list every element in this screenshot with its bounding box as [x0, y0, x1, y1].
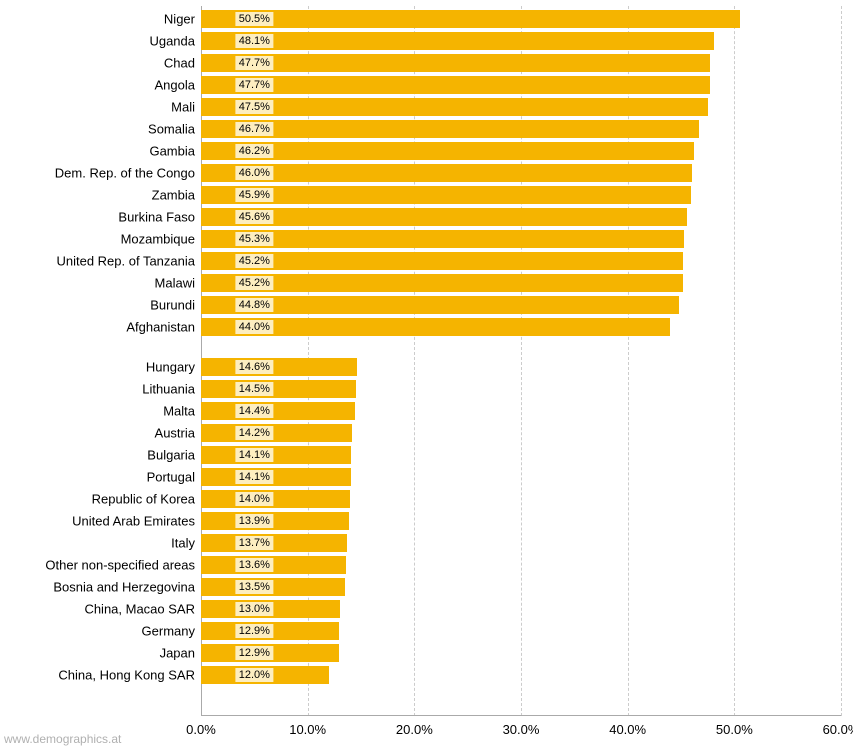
bar [201, 578, 345, 596]
bar [201, 468, 351, 486]
bar [201, 446, 351, 464]
y-axis-label: Dem. Rep. of the Congo [55, 166, 195, 181]
y-axis-label: Mozambique [121, 232, 195, 247]
x-axis-tick: 0.0% [186, 722, 216, 737]
bar-value-label: 45.9% [236, 188, 273, 202]
x-axis-tick: 20.0% [396, 722, 433, 737]
bar [201, 54, 710, 72]
bar-value-label: 13.7% [236, 536, 273, 550]
y-axis-label: Austria [155, 426, 195, 441]
y-axis-label: Zambia [152, 188, 195, 203]
bar [201, 512, 349, 530]
y-axis-label: Other non-specified areas [45, 558, 195, 573]
x-axis-tick: 30.0% [503, 722, 540, 737]
bar [201, 556, 346, 574]
bar-value-label: 13.9% [236, 514, 273, 528]
bar-value-label: 50.5% [236, 12, 273, 26]
bar [201, 98, 708, 116]
gridline [734, 6, 735, 716]
y-axis-label: Republic of Korea [92, 492, 195, 507]
y-axis-label: China, Macao SAR [84, 602, 195, 617]
bar [201, 32, 714, 50]
bar-value-label: 48.1% [236, 34, 273, 48]
y-axis-label: Chad [164, 56, 195, 71]
bar [201, 490, 350, 508]
y-axis-label: Germany [142, 624, 195, 639]
y-axis-label: Malta [163, 404, 195, 419]
y-axis-label: Niger [164, 12, 195, 27]
bar-value-label: 45.3% [236, 232, 273, 246]
bar-value-label: 14.6% [236, 360, 273, 374]
bar-value-label: 46.2% [236, 144, 273, 158]
bar-value-label: 46.0% [236, 166, 273, 180]
bar-value-label: 14.2% [236, 426, 273, 440]
y-axis-label: Bulgaria [147, 448, 195, 463]
chart-container: 0.0% 10.0% 20.0% 30.0% 40.0% 50.0% 60.0% Niger 5… [0, 0, 853, 750]
bar-value-label: 45.2% [236, 276, 273, 290]
x-axis-tick: 60.0% [823, 722, 853, 737]
bar [201, 402, 355, 420]
gridline [841, 6, 842, 716]
bar [201, 186, 691, 204]
bar-value-label: 46.7% [236, 122, 273, 136]
bar [201, 120, 699, 138]
y-axis-label: Uganda [149, 34, 195, 49]
bar [201, 142, 694, 160]
bar-value-label: 47.7% [236, 78, 273, 92]
bar [201, 10, 740, 28]
bar-value-label: 14.0% [236, 492, 273, 506]
source-label: www.demographics.at [4, 732, 121, 746]
x-axis-tick: 50.0% [716, 722, 753, 737]
y-axis-label: United Arab Emirates [72, 514, 195, 529]
bar [201, 164, 692, 182]
x-axis-line [201, 715, 841, 716]
bar [201, 252, 683, 270]
bar-value-label: 13.6% [236, 558, 273, 572]
y-axis-label: Bosnia and Herzegovina [53, 580, 195, 595]
bar-value-label: 45.2% [236, 254, 273, 268]
bar-value-label: 12.0% [236, 668, 273, 682]
y-axis-label: Angola [155, 78, 195, 93]
bar-value-label: 13.0% [236, 602, 273, 616]
y-axis-label: Italy [171, 536, 195, 551]
x-axis-tick: 10.0% [289, 722, 326, 737]
y-axis-label: Burkina Faso [118, 210, 195, 225]
bar [201, 208, 687, 226]
bar-value-label: 47.7% [236, 56, 273, 70]
bar-value-label: 45.6% [236, 210, 273, 224]
bar-value-label: 14.1% [236, 448, 273, 462]
bar-value-label: 47.5% [236, 100, 273, 114]
y-axis-label: Somalia [148, 122, 195, 137]
x-axis-tick: 40.0% [609, 722, 646, 737]
bar-value-label: 44.0% [236, 320, 273, 334]
bar-value-label: 14.5% [236, 382, 273, 396]
bar [201, 274, 683, 292]
bar-value-label: 12.9% [236, 646, 273, 660]
y-axis-label: Hungary [146, 360, 195, 375]
y-axis-label: Mali [171, 100, 195, 115]
y-axis-label: China, Hong Kong SAR [58, 668, 195, 683]
bar [201, 230, 684, 248]
bar [201, 76, 710, 94]
y-axis-label: Burundi [150, 298, 195, 313]
bar [201, 380, 356, 398]
bar-value-label: 14.1% [236, 470, 273, 484]
bar-value-label: 12.9% [236, 624, 273, 638]
y-axis-label: Japan [160, 646, 195, 661]
y-axis-label: United Rep. of Tanzania [56, 254, 195, 269]
bar-value-label: 13.5% [236, 580, 273, 594]
bar [201, 358, 357, 376]
bar-value-label: 44.8% [236, 298, 273, 312]
bar-value-label: 14.4% [236, 404, 273, 418]
y-axis-label: Lithuania [142, 382, 195, 397]
y-axis-label: Gambia [149, 144, 195, 159]
y-axis-label: Afghanistan [126, 320, 195, 335]
plot-area: 0.0%10.0%20.0%30.0%40.0%50.0%60.0%Niger5… [201, 6, 841, 716]
bar [201, 424, 352, 442]
bar [201, 534, 347, 552]
y-axis-label: Portugal [147, 470, 195, 485]
y-axis-label: Malawi [155, 276, 195, 291]
